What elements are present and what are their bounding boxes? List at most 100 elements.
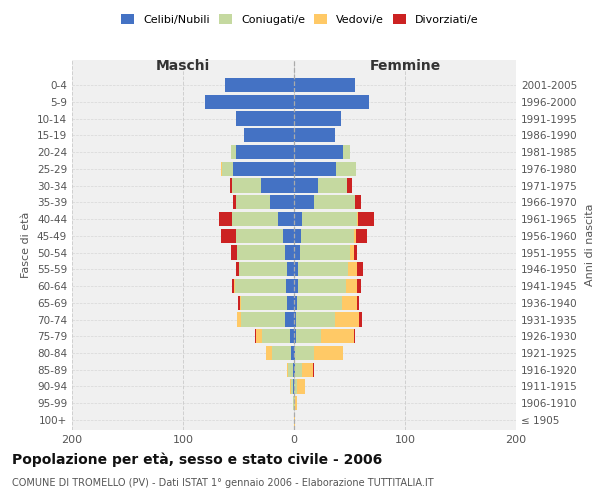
Bar [290,329,294,344]
Bar [294,362,295,377]
Bar [287,296,294,310]
Bar [294,94,370,109]
Bar [236,228,283,243]
Bar [238,262,287,276]
Bar [236,195,269,210]
Bar [238,312,241,326]
Bar [354,228,356,243]
Text: COMUNE DI TROMELLO (PV) - Dati ISTAT 1° gennaio 2006 - Elaborazione TUTTITALIA.I: COMUNE DI TROMELLO (PV) - Dati ISTAT 1° … [12,478,434,488]
Bar [343,145,350,159]
Bar [262,329,290,344]
Bar [236,112,294,126]
Y-axis label: Fasce di età: Fasce di età [22,212,31,278]
Bar [302,212,357,226]
Bar [235,279,286,293]
Bar [294,296,298,310]
Bar [349,246,354,260]
Bar [234,279,235,293]
Bar [301,228,354,243]
Bar [299,246,349,260]
Bar [233,162,294,176]
Bar [294,228,301,243]
Bar [260,178,294,192]
Bar [231,246,238,260]
Bar [232,279,234,293]
Bar [357,212,358,226]
Bar [295,346,314,360]
Bar [238,296,239,310]
Bar [358,212,374,226]
Bar [294,112,341,126]
Bar [286,279,294,293]
Bar [294,145,343,159]
Bar [231,145,236,159]
Text: Femmine: Femmine [370,60,440,74]
Bar [233,195,236,210]
Bar [319,178,347,192]
Bar [283,228,294,243]
Legend: Celibi/Nubili, Coniugati/e, Vedovi/e, Divorziati/e: Celibi/Nubili, Coniugati/e, Vedovi/e, Di… [118,10,482,28]
Bar [298,262,349,276]
Bar [293,396,294,410]
Bar [241,312,285,326]
Bar [225,78,294,92]
Bar [320,329,354,344]
Bar [230,178,232,192]
Bar [349,262,357,276]
Bar [255,329,256,344]
Bar [290,346,294,360]
Bar [357,279,361,293]
Bar [302,362,313,377]
Bar [314,195,355,210]
Bar [359,312,362,326]
Bar [294,312,296,326]
Bar [238,246,285,260]
Bar [294,178,319,192]
Bar [232,178,260,192]
Bar [239,296,241,310]
Bar [269,195,294,210]
Bar [221,228,236,243]
Bar [342,296,357,310]
Y-axis label: Anni di nascita: Anni di nascita [584,204,595,286]
Bar [290,380,293,394]
Bar [335,312,359,326]
Bar [294,195,314,210]
Bar [287,362,289,377]
Bar [298,296,342,310]
Text: Maschi: Maschi [156,60,210,74]
Bar [293,362,294,377]
Bar [296,312,335,326]
Bar [241,296,287,310]
Bar [314,346,343,360]
Bar [346,279,357,293]
Bar [354,329,355,344]
Bar [294,413,295,427]
Bar [221,162,222,176]
Bar [294,329,296,344]
Bar [336,162,356,176]
Bar [205,94,294,109]
Bar [296,329,320,344]
Bar [294,346,295,360]
Bar [218,212,232,226]
Bar [356,228,367,243]
Bar [256,329,262,344]
Bar [355,195,361,210]
Bar [295,362,302,377]
Bar [222,162,233,176]
Bar [278,212,294,226]
Bar [298,279,346,293]
Bar [298,380,305,394]
Bar [287,262,294,276]
Bar [294,212,302,226]
Bar [357,296,359,310]
Bar [236,145,294,159]
Bar [294,279,298,293]
Bar [244,128,294,142]
Bar [289,362,293,377]
Bar [285,246,294,260]
Bar [347,178,352,192]
Bar [357,262,363,276]
Bar [294,396,295,410]
